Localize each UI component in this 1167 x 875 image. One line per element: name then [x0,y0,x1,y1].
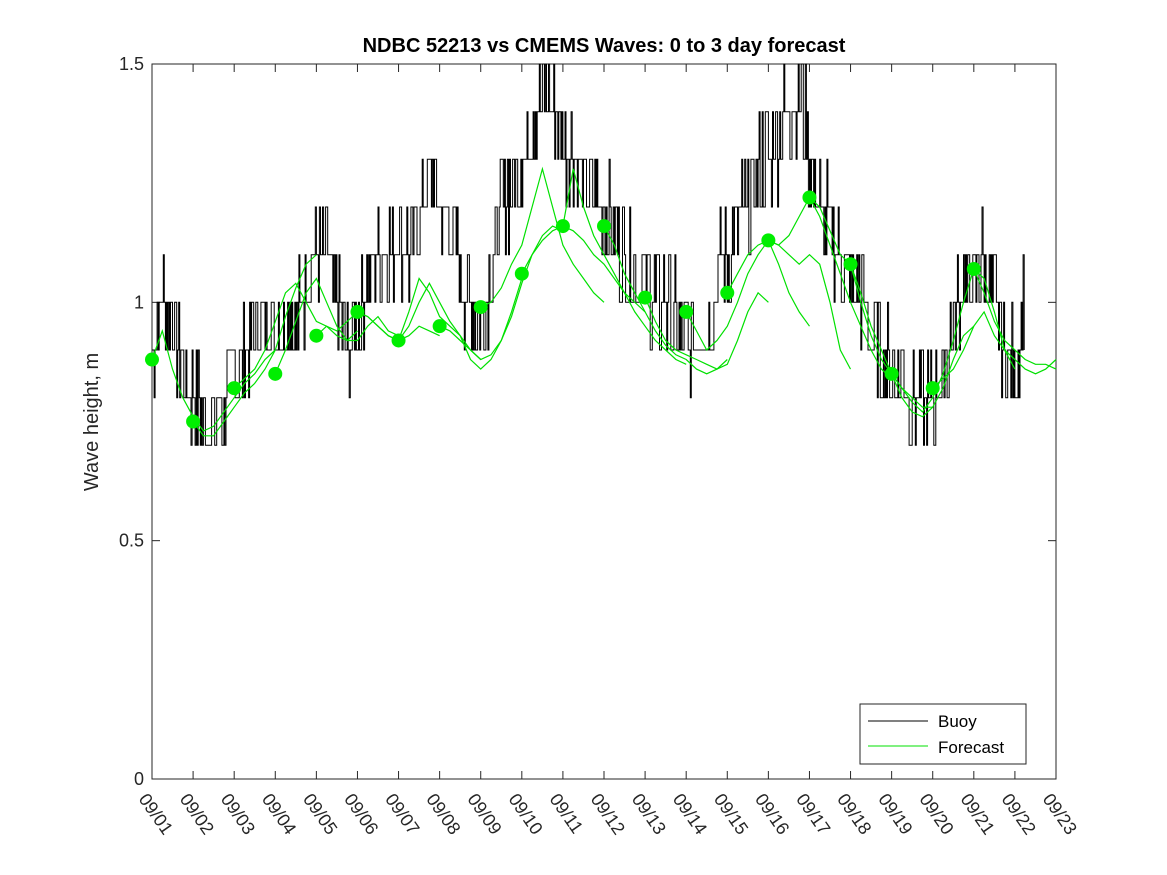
x-tick-label: 09/14 [669,790,711,838]
analysis-point [925,381,940,396]
y-tick-label: 1 [134,292,144,312]
analysis-point [638,290,653,305]
x-tick-label: 09/13 [628,790,670,838]
legend-forecast-label: Forecast [938,738,1004,757]
analysis-point [268,366,283,381]
analysis-point [473,300,488,315]
analysis-point [186,414,201,429]
x-tick-label: 09/05 [299,790,341,838]
analysis-point [350,304,365,319]
x-tick-label: 09/01 [135,790,177,838]
forecast-line [809,197,933,408]
forecast-line [849,263,975,418]
forecast-line [562,168,687,365]
legend-box [859,703,1027,765]
forecast-line [685,239,810,351]
x-tick-label: 09/21 [957,790,999,838]
analysis-point [761,233,776,248]
x-tick-label: 09/17 [792,790,834,838]
x-tick-label: 09/15 [710,790,752,838]
x-tick-label: 09/11 [546,790,587,837]
forecast-line [973,268,1057,370]
forecast-line [192,254,317,437]
legend-buoy-label: Buoy [938,712,977,731]
analysis-point [966,261,981,276]
buoy-line [152,63,1025,446]
y-tick-label: 0 [134,769,144,789]
y-tick-label: 1.5 [119,54,144,74]
forecast-line [726,239,852,370]
x-tick-label: 09/20 [915,790,957,838]
buoy-series [152,63,1025,446]
analysis-point [309,328,324,343]
analysis-point [391,333,406,348]
x-tick-label: 09/18 [833,790,875,838]
forecast-line [768,196,893,380]
forecast-line [439,225,564,361]
analysis-point [555,219,570,234]
y-axis-label: Wave height, m [81,353,103,491]
analysis-point [597,219,611,234]
x-tick-label: 09/08 [422,790,464,838]
x-tick-label: 09/02 [176,790,218,838]
x-tick-label: 09/07 [381,790,423,838]
legend: Buoy Forecast [859,703,1027,765]
forecast-line [151,328,276,432]
x-tick-label: 09/04 [258,790,300,838]
y-tick-label: 0.5 [119,531,144,551]
forecast-line [891,267,1016,413]
forecast-line [274,277,399,375]
plot-frame [151,63,1057,780]
x-tick-label: 09/22 [998,790,1040,838]
analysis-point [514,266,529,281]
x-tick-label: 09/09 [463,790,505,838]
forecast-line [480,166,605,308]
x-tick-label: 09/06 [340,790,382,838]
analysis-point [720,285,735,300]
analysis-point [802,190,817,205]
x-tick-label: 09/16 [751,790,793,838]
forecast-line [932,310,1057,389]
analysis-point [843,257,858,272]
x-tick-label: 09/23 [1039,790,1081,838]
forecast-line [644,291,769,370]
analysis-point [679,304,694,319]
x-tick-label: 09/19 [874,790,916,838]
analysis-point [432,319,447,334]
forecast-line [233,282,358,389]
chart-title: NDBC 52213 vs CMEMS Waves: 0 to 3 day fo… [363,35,846,57]
forecast-line [603,225,728,375]
analysis-point [884,366,899,381]
analysis-point [145,352,159,367]
x-tick-label: 09/03 [217,790,259,838]
x-tick-label: 09/10 [505,790,547,838]
analysis-markers [145,190,981,429]
forecast-series-group [151,166,1057,437]
x-tick-label: 09/12 [587,790,629,838]
analysis-point [227,381,242,396]
